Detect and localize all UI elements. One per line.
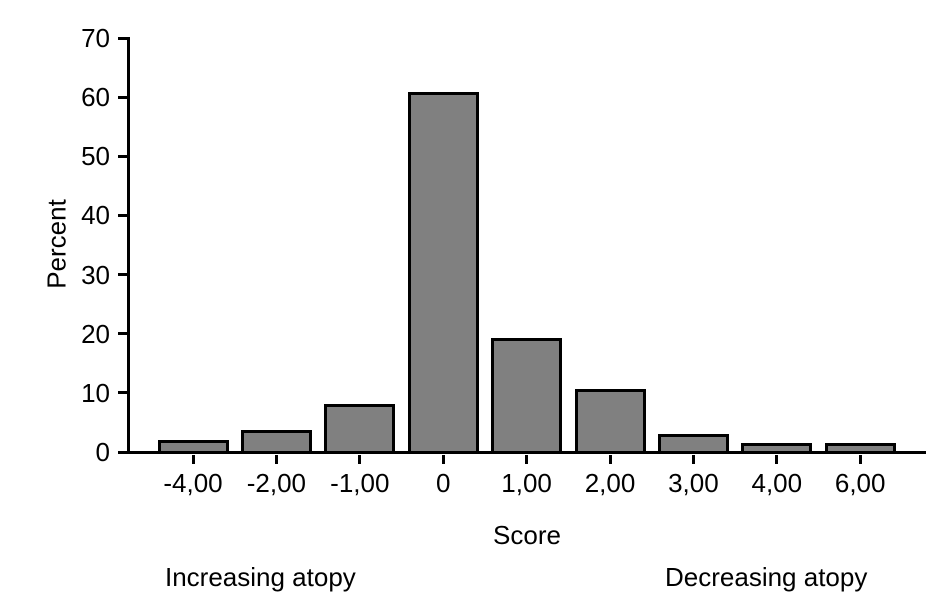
x-tick-label: -4,00 (163, 468, 223, 498)
x-axis-title: Score (493, 520, 561, 550)
bar (657, 434, 729, 452)
y-tick (117, 391, 127, 395)
x-tick (608, 455, 612, 464)
x-tick-label: 3,00 (668, 468, 719, 498)
y-tick-label: 10 (81, 377, 110, 408)
x-tick (775, 455, 779, 464)
x-tick-label: 1,00 (501, 468, 552, 498)
y-tick (117, 36, 127, 40)
x-tick (525, 455, 529, 464)
annotation-increasing-atopy: Increasing atopy (165, 562, 356, 592)
x-tick-label: 2,00 (584, 468, 636, 498)
x-tick (274, 455, 278, 464)
bar (574, 388, 646, 452)
x-tick (358, 455, 362, 464)
y-tick-label: 40 (81, 200, 110, 231)
y-tick-label: 70 (81, 23, 110, 53)
x-tick (191, 455, 195, 464)
y-tick (117, 450, 127, 454)
x-tick (858, 455, 862, 464)
y-tick-label: 60 (81, 82, 110, 113)
y-tick (117, 332, 127, 336)
annotation-decreasing-atopy: Decreasing atopy (665, 562, 868, 592)
x-tick (441, 455, 445, 464)
y-axis-line (126, 36, 130, 454)
y-tick (117, 95, 127, 99)
y-tick-label: 30 (81, 259, 110, 290)
bar (824, 443, 896, 452)
y-tick-label: 20 (81, 318, 110, 349)
y-tick-label: 50 (81, 141, 110, 172)
y-tick (117, 213, 127, 217)
bar (324, 403, 396, 452)
x-tick-label: -2,00 (246, 468, 307, 498)
x-tick-label: -1,00 (330, 468, 390, 498)
bar (491, 338, 563, 452)
x-tick (691, 455, 695, 464)
x-axis-line (126, 450, 926, 454)
bar (741, 443, 813, 452)
x-tick-label: 6,00 (834, 468, 886, 498)
y-tick (117, 273, 127, 277)
bar (240, 430, 312, 452)
x-tick-label: 4,00 (751, 468, 803, 498)
bar (157, 440, 229, 452)
x-tick-label: 0 (435, 468, 451, 498)
y-tick (117, 154, 127, 158)
y-tick-label: 0 (95, 437, 110, 467)
plot-area: 0 10 20 30 40 50 60 70 -4,00 -2,00 -1,00 0 1,00 2,00 3… (81, 23, 926, 498)
bar (407, 92, 479, 452)
